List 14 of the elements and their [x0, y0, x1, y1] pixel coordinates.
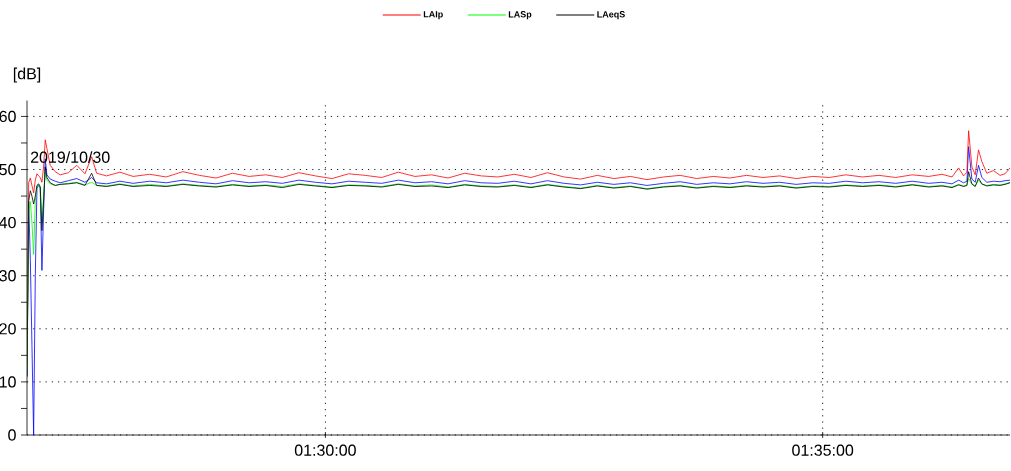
x-tick-label: 01:30:00 [294, 444, 356, 456]
y-tick-label: 20 [0, 323, 16, 335]
legend-label: LAIp [423, 11, 443, 20]
y-axis-title: [dB] [13, 67, 41, 83]
y-tick-label: 30 [0, 270, 16, 282]
y-tick-label: 40 [0, 216, 16, 229]
y-tick-label: 50 [0, 163, 16, 176]
x-tick-label: 01:35:00 [792, 444, 854, 456]
y-tick-label: 60 [0, 110, 16, 123]
y-tick-label: 0 [8, 429, 16, 441]
annotation: 2019/10/30 [30, 151, 110, 163]
y-tick-label: 10 [0, 376, 16, 388]
legend-label: LASp [508, 11, 532, 20]
legend-label: LAeqS [597, 11, 625, 20]
